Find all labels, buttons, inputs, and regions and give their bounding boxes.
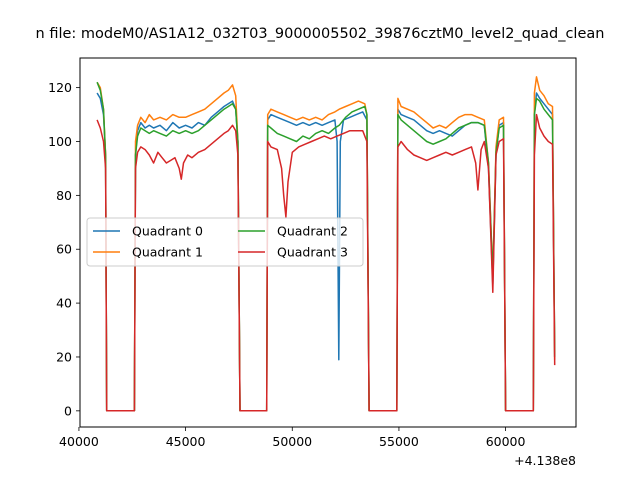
- y-tick-label: 20: [56, 349, 72, 364]
- legend-label-quadrant-3: Quadrant 3: [277, 245, 348, 260]
- x-tick-label: 45000: [166, 434, 206, 449]
- y-tick-label: 80: [56, 188, 72, 203]
- x-tick-label: 55000: [379, 434, 419, 449]
- y-tick-label: 120: [48, 80, 72, 95]
- legend: Quadrant 0 Quadrant 1 Quadrant 2 Quadrant 3: [86, 217, 364, 267]
- x-axis: 40000 45000 50000 55000 60000: [59, 427, 526, 449]
- plot-area-frame: [79, 57, 577, 428]
- x-tick-label: 40000: [59, 434, 99, 449]
- x-offset-label: +4.138e8: [514, 453, 576, 468]
- series-layer: [96, 76, 556, 412]
- legend-box: [86, 217, 364, 267]
- y-tick-label: 60: [56, 242, 72, 257]
- x-tick-label: 60000: [486, 434, 526, 449]
- y-tick-label: 0: [64, 403, 72, 418]
- legend-label-quadrant-1: Quadrant 1: [132, 245, 203, 260]
- y-tick-label: 40: [56, 296, 72, 311]
- y-tick-label: 100: [48, 134, 72, 149]
- legend-label-quadrant-0: Quadrant 0: [132, 224, 203, 239]
- series-line-quadrant-3: [96, 113, 556, 412]
- y-axis: 0 20 40 60 80 100 120: [48, 80, 80, 418]
- x-tick-label: 50000: [272, 434, 312, 449]
- chart-title: n file: modeM0/AS1A12_032T03_9000005502_…: [36, 26, 605, 42]
- legend-label-quadrant-2: Quadrant 2: [277, 224, 348, 239]
